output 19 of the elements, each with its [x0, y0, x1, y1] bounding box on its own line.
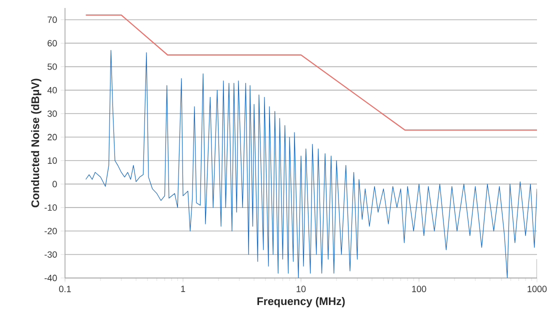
x-tick-label: 1000: [528, 286, 547, 292]
y-tick-label: -10: [44, 204, 57, 211]
x-axis-title: Frequency (MHz): [257, 297, 345, 308]
y-tick-label: 40: [47, 86, 57, 94]
y-tick-label: -30: [44, 251, 57, 258]
x-tick-label: 100: [412, 286, 426, 292]
x-tick-label: 1: [181, 286, 186, 292]
y-tick-label: 70: [48, 16, 57, 23]
x-tick-label: 0.1: [59, 286, 71, 292]
y-tick-label: 20: [48, 134, 57, 140]
y-tick-label: 0: [52, 180, 57, 188]
y-axis-title: Conducted Noise (dBμV): [31, 78, 42, 208]
y-tick-label: -20: [44, 228, 57, 234]
y-tick-label: 10: [48, 157, 57, 164]
y-tick-label: -40: [44, 274, 57, 282]
y-tick-label: 30: [48, 110, 57, 117]
x-tick-label: 10: [296, 286, 306, 292]
y-tick-label: 60: [48, 40, 57, 46]
y-tick-label: 50: [48, 63, 57, 70]
